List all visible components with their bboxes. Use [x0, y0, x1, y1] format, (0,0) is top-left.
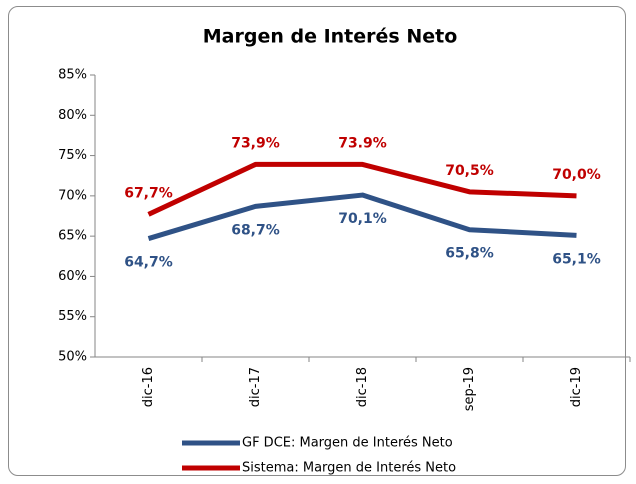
data-label: 70,5% [445, 163, 494, 179]
y-tick-label: 70% [58, 188, 87, 203]
legend-label: Sistema: Margen de Interés Neto [242, 461, 456, 476]
data-label: 64,7% [124, 255, 173, 271]
data-label: 70,0% [552, 167, 601, 183]
legend-label: GF DCE: Margen de Interés Neto [242, 436, 453, 451]
y-tick-label: 75% [58, 148, 87, 163]
data-label: 68,7% [231, 222, 280, 238]
y-tick-label: 80% [58, 108, 87, 123]
series-line [147, 192, 577, 241]
y-tick-label: 60% [58, 269, 87, 284]
data-label: 65,8% [445, 246, 494, 262]
data-label: 70,1% [338, 211, 387, 227]
x-tick-label: dic-17 [248, 367, 263, 407]
y-tick-label: 65% [58, 229, 87, 244]
x-tick-label: dic-18 [355, 367, 370, 407]
chart-frame [8, 6, 626, 476]
x-tick-label: dic-19 [569, 367, 584, 407]
data-label: 65,1% [552, 251, 601, 267]
chart-title: Margen de Interés Neto [203, 26, 458, 48]
series-line [147, 161, 577, 217]
x-tick-label: dic-16 [141, 367, 156, 407]
y-tick-label: 55% [58, 309, 87, 324]
data-label: 67,7% [124, 185, 173, 201]
data-label: 73.9% [338, 135, 387, 151]
y-tick-label: 85% [58, 68, 87, 83]
y-tick-label: 50% [58, 350, 87, 365]
x-tick-label: sep-19 [462, 367, 477, 411]
data-label: 73,9% [231, 135, 280, 151]
